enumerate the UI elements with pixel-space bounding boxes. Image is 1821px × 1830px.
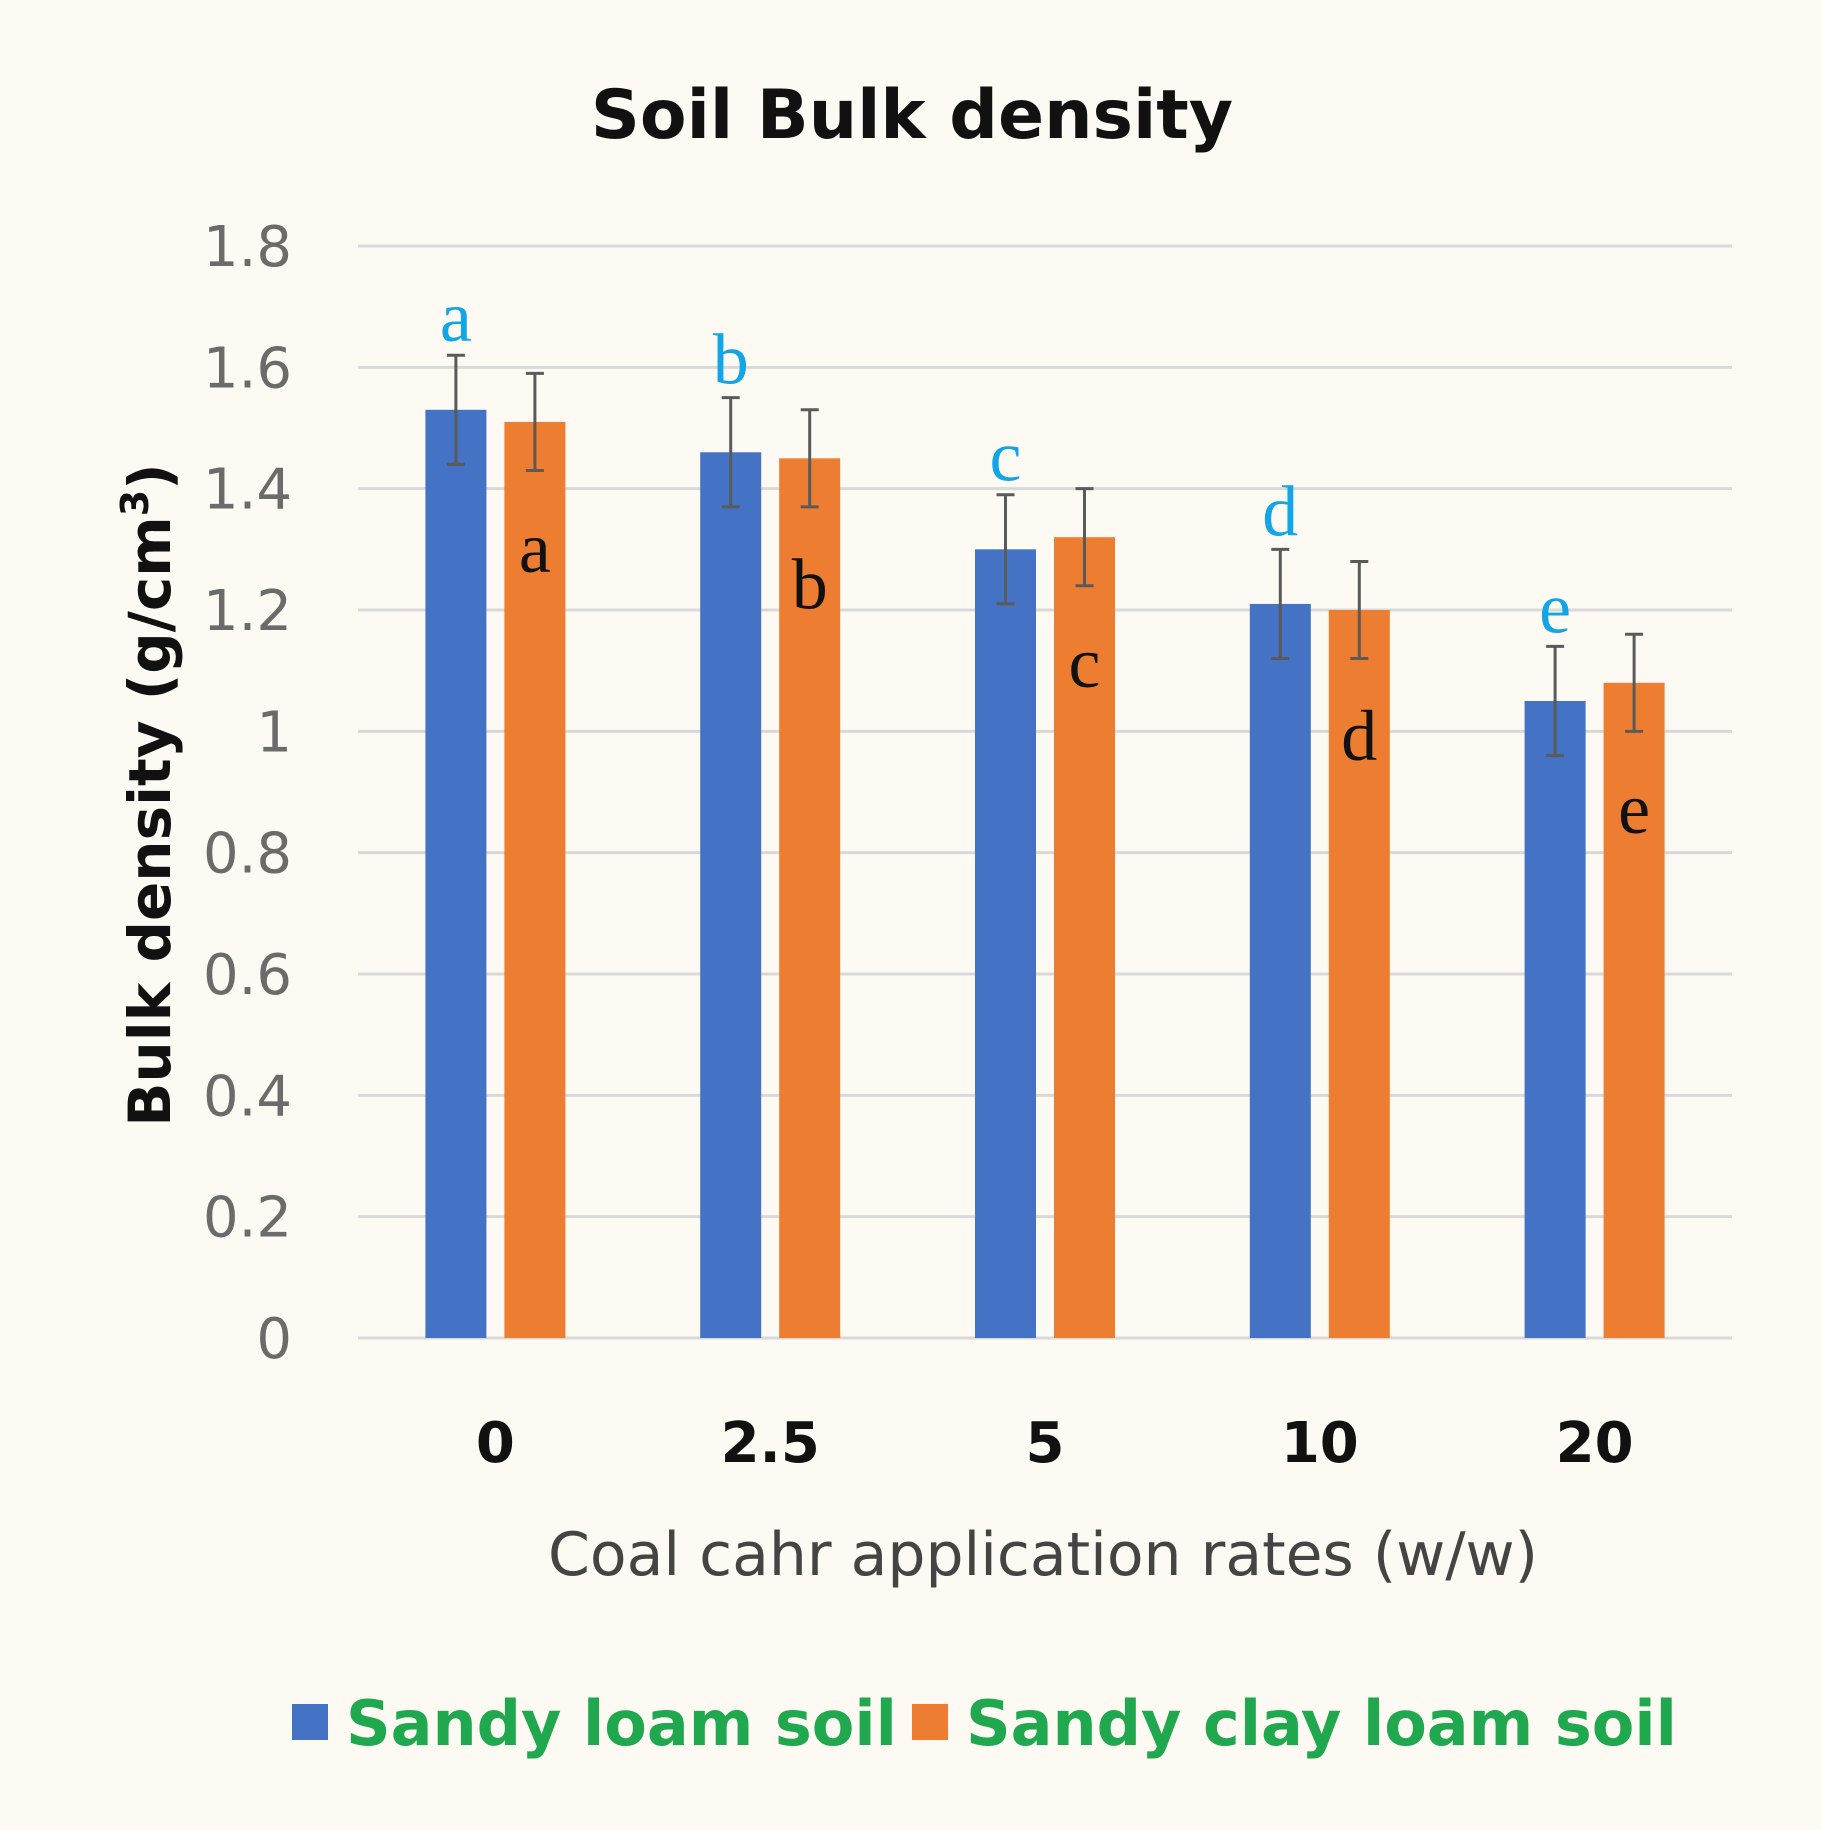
significance-letter: b	[792, 544, 828, 624]
bar-sandy-loam-2.5	[700, 452, 762, 1338]
legend-swatch-sandy-clay-loam	[912, 1704, 948, 1740]
y-tick-label: 1	[256, 700, 292, 765]
y-tick-label: 1.8	[203, 215, 292, 280]
y-tick-label: 0	[256, 1307, 292, 1372]
significance-letter: e	[1618, 769, 1650, 849]
y-tick-label: 0.4	[203, 1064, 292, 1129]
y-tick-label: 1.6	[203, 336, 292, 401]
bar-sandy-loam-10	[1249, 603, 1311, 1338]
bar-sandy-clay-loam-10	[1328, 610, 1390, 1338]
y-axis-label: Bulk density (g/cm3)	[113, 463, 184, 1126]
y-tick-label: 1.2	[203, 579, 292, 644]
x-tick-label: 20	[1556, 1411, 1634, 1476]
significance-letter: e	[1539, 568, 1571, 648]
bar-sandy-loam-0	[425, 409, 487, 1338]
bar-sandy-clay-loam-20	[1603, 682, 1665, 1338]
y-tick-label: 0.6	[203, 943, 292, 1008]
y-axis-ticks: 0 0.2 0.4 0.6 0.8 1 1.2 1.4 1.6 1.8	[203, 215, 292, 1372]
y-axis-label-superscript: 3	[113, 490, 157, 516]
x-tick-label: 5	[1026, 1411, 1065, 1476]
x-tick-label: 0	[476, 1411, 515, 1476]
bar-sandy-loam-20	[1524, 701, 1586, 1338]
bar-sandy-loam-5	[975, 549, 1036, 1338]
significance-letter: d	[1262, 471, 1298, 551]
significance-letter: b	[713, 320, 749, 400]
error-bars	[446, 353, 1644, 758]
legend-label: Sandy loam soil	[346, 1687, 897, 1760]
bars	[425, 409, 1665, 1338]
x-tick-label: 2.5	[721, 1411, 820, 1476]
legend-swatch-sandy-loam	[292, 1704, 328, 1740]
significance-letters: a a b b c c d d e e	[440, 277, 1650, 849]
x-axis-label: Coal cahr application rates (w/w)	[548, 1520, 1538, 1590]
significance-letter: c	[990, 417, 1022, 497]
significance-letter: c	[1069, 623, 1101, 703]
chart-title: Soil Bulk density	[591, 76, 1233, 155]
bar-sandy-clay-loam-0	[504, 421, 566, 1338]
x-axis-ticks: 0 2.5 5 10 20	[476, 1411, 1634, 1476]
x-tick-label: 10	[1281, 1411, 1359, 1476]
legend: Sandy loam soil Sandy clay loam soil	[292, 1687, 1677, 1760]
y-tick-label: 0.8	[203, 822, 292, 887]
significance-letter: d	[1341, 696, 1377, 776]
significance-letter: a	[519, 508, 551, 588]
legend-label: Sandy clay loam soil	[966, 1687, 1677, 1760]
y-tick-label: 1.4	[203, 458, 292, 523]
bar-sandy-clay-loam-5	[1054, 537, 1115, 1338]
significance-letter: a	[440, 277, 472, 357]
y-tick-label: 0.2	[203, 1186, 292, 1251]
bar-sandy-clay-loam-2.5	[779, 458, 841, 1338]
gridlines	[358, 244, 1732, 1340]
